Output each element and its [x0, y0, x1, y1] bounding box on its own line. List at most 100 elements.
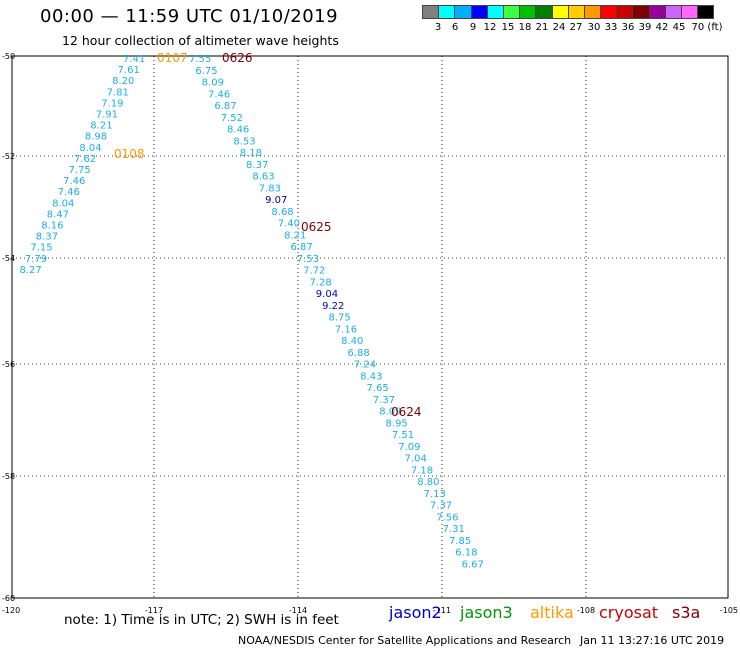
swh-value: 7.41 [123, 54, 145, 65]
swh-value: 8.98 [85, 132, 107, 143]
footer-note: note: 1) Time is in UTC; 2) SWH is in fe… [64, 612, 339, 628]
scale-swatch [697, 5, 715, 19]
scale-label: 9 [469, 22, 477, 33]
swh-value: 8.04 [52, 198, 74, 209]
swh-value: 7.81 [107, 87, 129, 98]
legend-item-altika: altika [530, 603, 574, 622]
swh-value: 7.85 [449, 536, 471, 547]
swh-value: 7.46 [58, 187, 80, 198]
swh-value: 7.75 [69, 165, 91, 176]
pass-time-label: 0624 [391, 405, 422, 419]
scale-label: 30 [587, 22, 601, 33]
swh-value: 8.63 [252, 172, 274, 183]
swh-value: 7.18 [411, 465, 433, 476]
lat-label: -50 [2, 52, 15, 61]
swh-value: 6.87 [290, 242, 312, 253]
swh-value: 6.18 [455, 548, 477, 559]
lat-label: -58 [2, 472, 15, 481]
scale-label: 39 [638, 22, 652, 33]
swh-value: 7.37 [430, 501, 452, 512]
lat-label: -54 [2, 254, 15, 263]
swh-value: 8.47 [47, 209, 69, 220]
swh-value: 7.16 [335, 324, 357, 335]
swh-value: 7.56 [436, 512, 458, 523]
lon-label: -111 [433, 606, 451, 615]
swh-value: 8.09 [379, 407, 401, 418]
scale-label: 42 [655, 22, 669, 33]
swh-value: 7.91 [96, 110, 118, 121]
scale-label: 6 [451, 22, 459, 33]
swh-value: 7.46 [63, 176, 85, 187]
lon-label: -108 [577, 606, 595, 615]
scale-label: 15 [501, 22, 515, 33]
swh-value: 7.40 [278, 219, 300, 230]
legend-item-jason2: jason2 [389, 603, 442, 622]
swh-value: 8.37 [246, 160, 268, 171]
swh-value: 7.24 [354, 360, 376, 371]
map-subtitle: 12 hour collection of altimeter wave hei… [62, 33, 339, 48]
pass-time-label: 0625 [301, 220, 332, 234]
swh-value: 7.15 [30, 243, 52, 254]
swh-value: 6.67 [462, 559, 484, 570]
scale-label: 21 [535, 22, 549, 33]
swh-value: 7.46 [208, 89, 230, 100]
swh-value: 7.31 [443, 524, 465, 535]
swh-value: 8.43 [360, 371, 382, 382]
scale-label: 27 [569, 22, 583, 33]
scale-label: 3 [434, 22, 442, 33]
swh-value: 8.46 [227, 125, 249, 136]
swh-value: 8.80 [417, 477, 439, 488]
scale-label: 24 [552, 22, 566, 33]
legend-item-s3a: s3a [672, 603, 701, 622]
swh-value: 7.72 [303, 266, 325, 277]
swh-value: 9.07 [265, 195, 287, 206]
legend-item-jason3: jason3 [460, 603, 513, 622]
swh-value: 8.37 [36, 232, 58, 243]
swh-value: 7.61 [118, 65, 140, 76]
map-frame [11, 55, 729, 599]
swh-value: 7.37 [373, 395, 395, 406]
swh-value: 8.53 [233, 136, 255, 147]
swh-value: 7.83 [259, 183, 281, 194]
scale-label: 18 [518, 22, 532, 33]
swh-value: 8.75 [328, 313, 350, 324]
lat-label: -52 [2, 152, 15, 161]
color-scale [422, 5, 715, 19]
lon-label: -120 [2, 606, 20, 615]
footer-timestamp: Jan 11 13:27:16 UTC 2019 [580, 634, 725, 647]
scale-label: 12 [483, 22, 497, 33]
swh-value: 8.21 [284, 230, 306, 241]
swh-value: 7.28 [309, 277, 331, 288]
lat-label: -60 [2, 594, 15, 603]
swh-value: 8.04 [79, 143, 101, 154]
pass-time-label: 0108 [114, 147, 145, 161]
pass-time-label: 0626 [222, 51, 253, 65]
scale-label: 33 [604, 22, 618, 33]
scale-label: 36 [621, 22, 635, 33]
scale-label: 45 [672, 22, 686, 33]
swh-value: 8.27 [19, 265, 41, 276]
swh-value: 8.21 [90, 121, 112, 132]
swh-value: 7.55 [189, 54, 211, 65]
scale-label: 70 (ft) [691, 22, 723, 33]
swh-value: 9.04 [316, 289, 338, 300]
swh-value: 9.22 [322, 301, 344, 312]
swh-value: 8.95 [386, 418, 408, 429]
swh-value: 8.09 [202, 78, 224, 89]
map-title: 00:00 — 11:59 UTC 01/10/2019 [40, 6, 339, 27]
swh-value: 8.16 [41, 221, 63, 232]
swh-value: 8.68 [271, 207, 293, 218]
swh-value: 7.65 [367, 383, 389, 394]
swh-value: 7.79 [25, 254, 47, 265]
swh-value: 7.52 [221, 113, 243, 124]
swh-value: 6.87 [214, 101, 236, 112]
swh-value: 6.88 [348, 348, 370, 359]
swh-value: 6.75 [195, 66, 217, 77]
swh-value: 7.19 [101, 98, 123, 109]
color-scale-labels: 3 6 9 12 15 18 21 24 27 30 33 36 39 42 45 70 (ft) [422, 22, 740, 36]
lat-label: -56 [2, 360, 15, 369]
legend-item-cryosat: cryosat [599, 603, 659, 622]
swh-value: 7.53 [297, 254, 319, 265]
swh-value: 7.04 [405, 454, 427, 465]
swh-value: 7.13 [424, 489, 446, 500]
